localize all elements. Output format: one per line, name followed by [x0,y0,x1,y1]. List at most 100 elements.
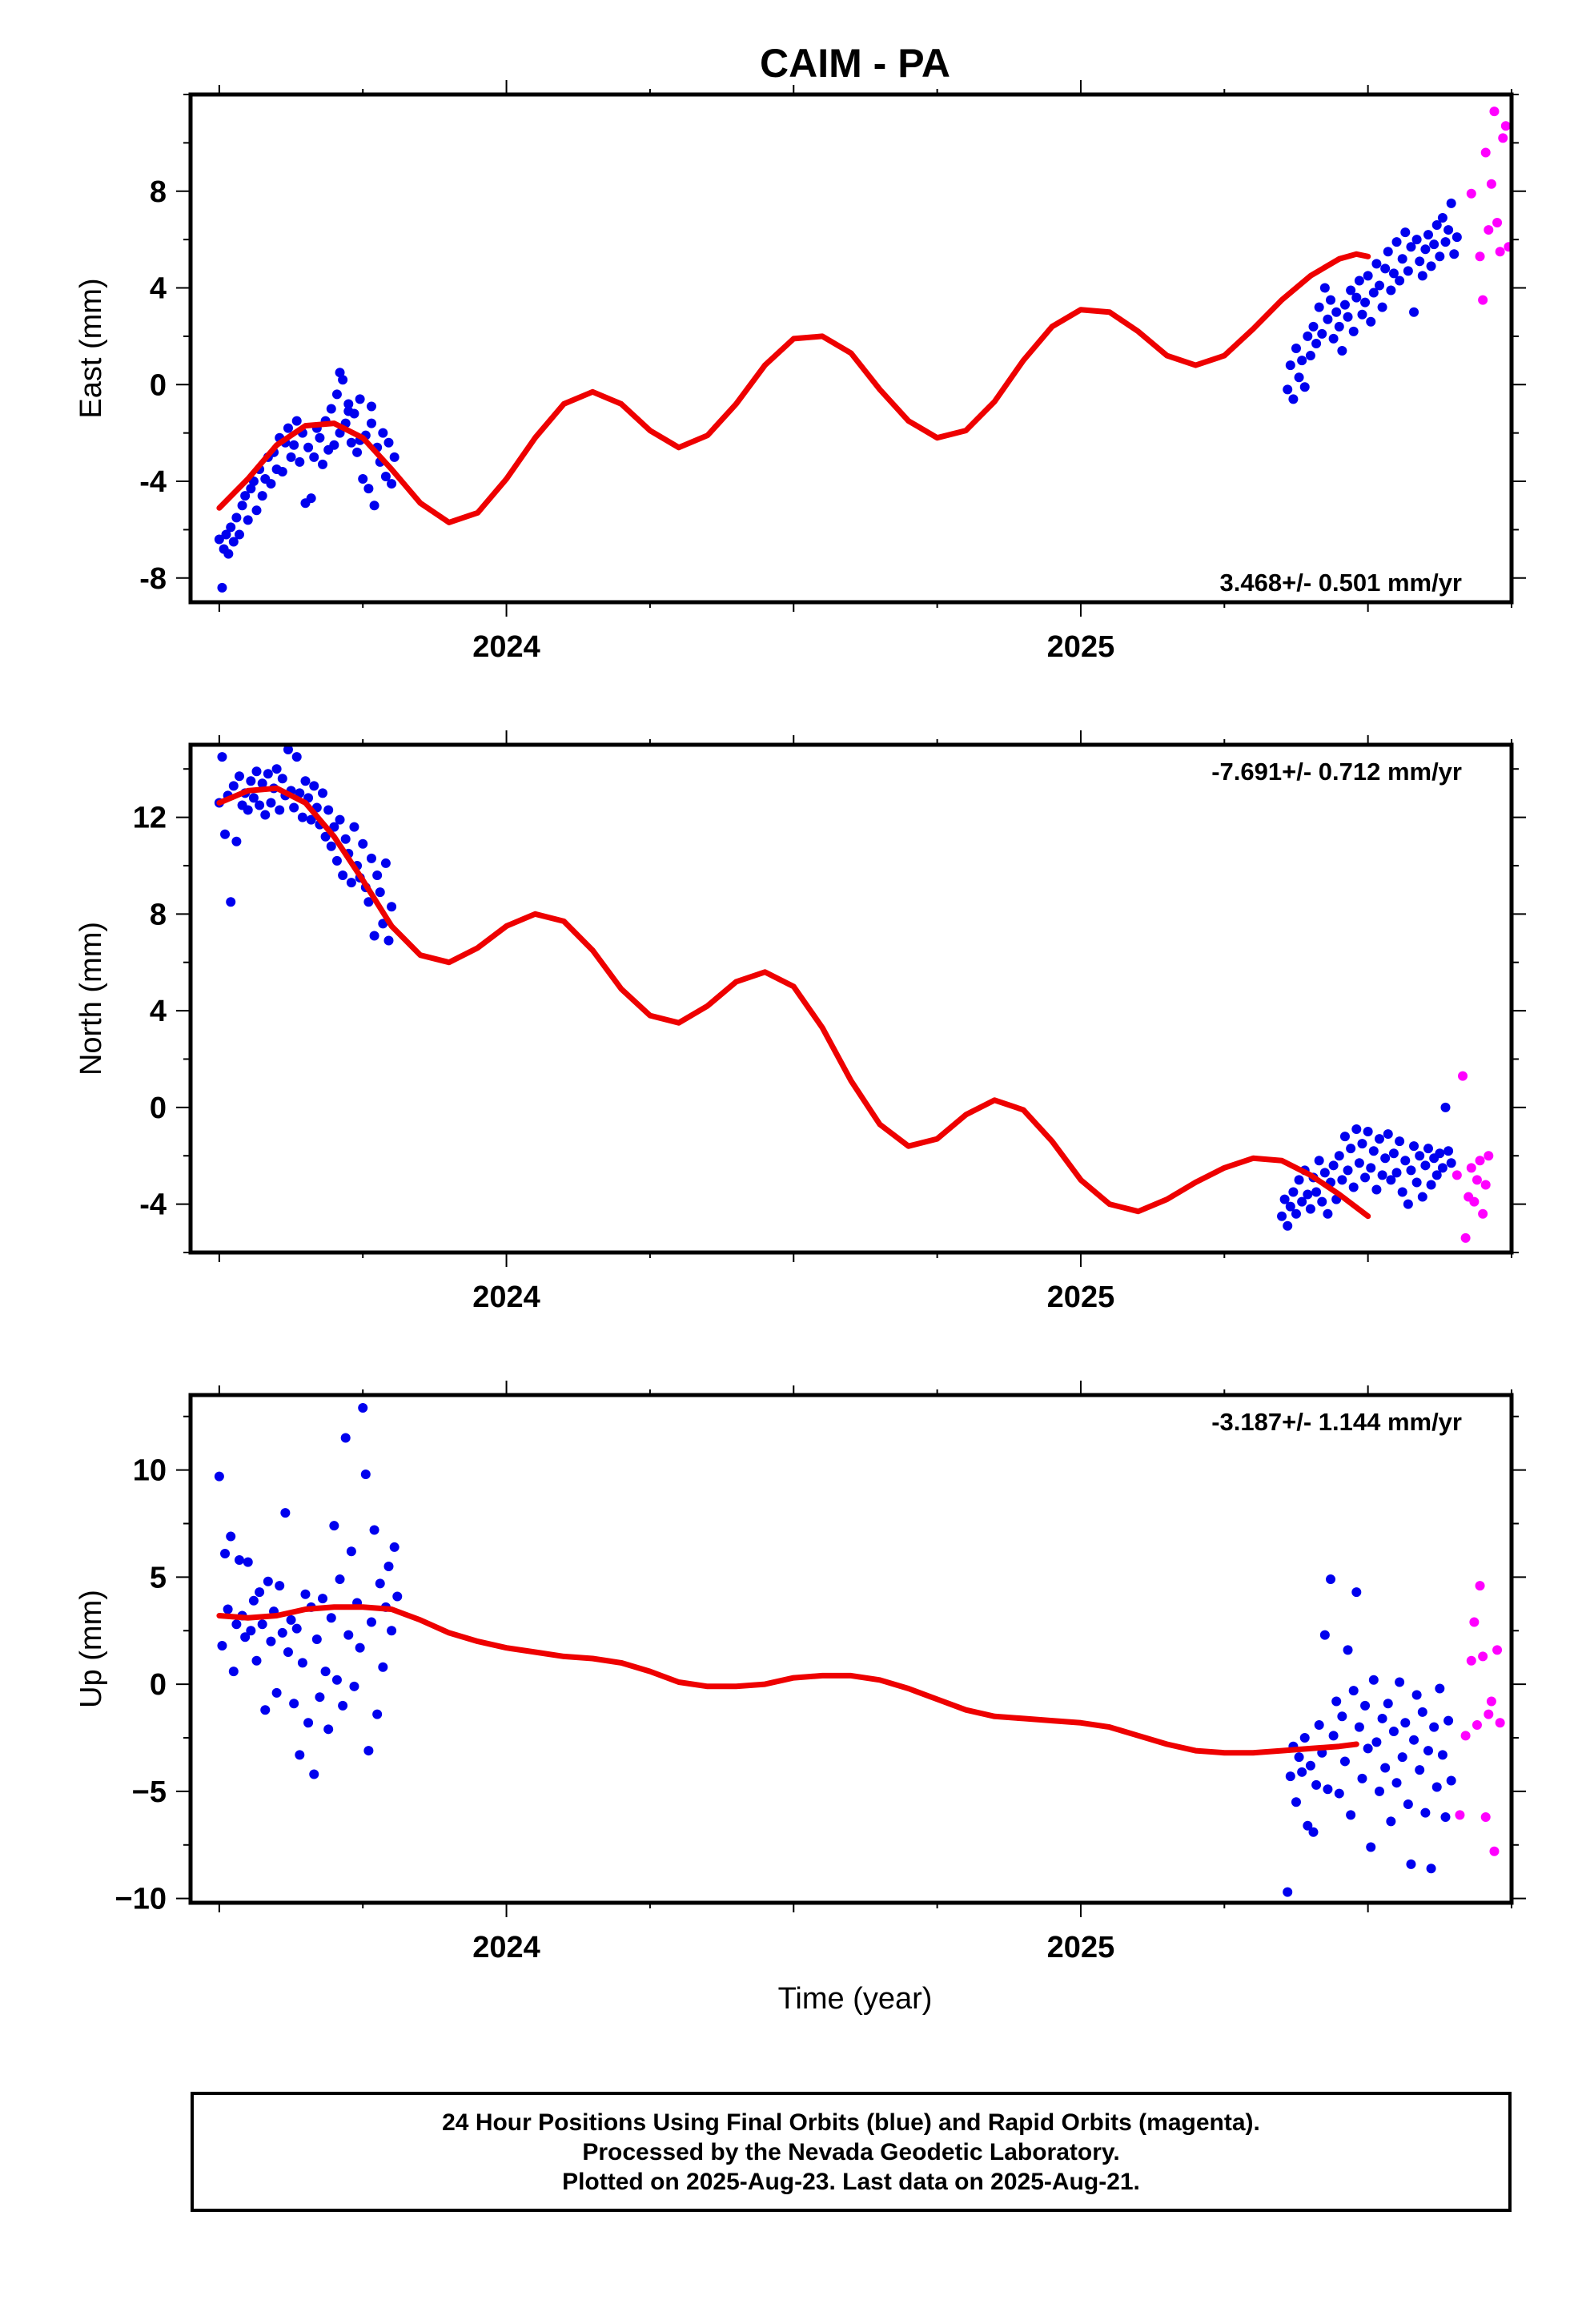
north-final-point [1351,1124,1362,1135]
north-final-point [1391,1168,1402,1178]
north-rapid-point [1460,1232,1471,1243]
north-final-point [1334,1151,1344,1161]
east-rapid-point [1475,251,1485,262]
east-final-point [309,452,319,462]
up-final-point [1299,1733,1310,1743]
up-final-point [363,1746,374,1756]
up-final-point [251,1655,262,1666]
east-final-point [1431,220,1442,231]
north-rapid-point [1458,1071,1468,1081]
up-final-point [231,1619,242,1630]
east-rapid-point [1492,218,1503,228]
up-final-point [311,1634,322,1644]
up-final-point [329,1521,339,1531]
east-final-point [1294,372,1304,383]
up-final-point [289,1699,299,1709]
north-final-point [248,793,259,803]
up-final-point [248,1595,259,1606]
up-final-point [1303,1820,1313,1831]
east-final-point [295,456,305,467]
east-final-point [277,466,287,476]
east-final-point [1380,263,1391,274]
north-final-point [1437,1163,1447,1173]
up-final-point [1426,1864,1436,1874]
up-final-point [1395,1677,1405,1687]
north-final-point [1403,1199,1413,1209]
east-final-point [303,442,314,452]
east-final-point [1351,292,1362,303]
east-x-tick-label: 2024 [472,630,540,664]
north-final-point [271,764,282,774]
east-final-point [335,368,345,378]
north-rapid-point [1478,1208,1488,1219]
north-final-point [338,870,348,881]
up-rapid-point [1484,1709,1494,1719]
north-final-point [335,814,345,825]
north-panel: 2024 2025 -4 0 4 8 12 North (mm) -7.691+/- 0.712… [74,730,1526,1314]
north-final-point [349,822,359,832]
north-final-point [1346,1144,1356,1154]
up-final-point [1314,1719,1324,1730]
east-rate-label: 3.468+/- 0.501 mm/yr [1220,569,1462,597]
north-final-point [323,805,334,815]
up-final-point [1417,1707,1427,1717]
east-final-point [228,537,239,547]
up-model-curve [216,1604,1359,1756]
up-final-point [1411,1690,1422,1700]
east-final-point [243,515,253,525]
up-final-point [1415,1765,1425,1775]
east-final-point [1308,321,1319,332]
up-final-point [1337,1711,1347,1722]
east-rapid-point [1478,295,1488,305]
east-final-point [246,484,256,494]
north-final-point [1400,1156,1411,1166]
up-final-point [1297,1767,1307,1777]
east-final-point [1291,344,1301,353]
north-final-point [1368,1146,1379,1156]
north-final-point [246,776,256,786]
east-final-point [329,440,339,450]
east-rapid-point [1495,247,1505,257]
up-final-point [1446,1775,1456,1786]
north-x-tick-label: 2024 [472,1281,540,1314]
east-final-point [1420,244,1431,255]
north-final-point [1279,1194,1290,1204]
east-final-point [369,501,379,511]
north-final-point [1388,1148,1399,1159]
east-rapid-point [1489,107,1500,117]
north-final-point [234,771,244,782]
east-final-point [1435,251,1445,262]
up-final-point [1391,1778,1402,1788]
north-final-point [318,788,327,798]
east-final-point [1391,237,1402,247]
up-final-point [1354,1722,1364,1732]
up-final-point [223,1604,233,1614]
east-model-curve [216,251,1371,525]
east-final-point [1371,259,1382,269]
up-final-point [1406,1859,1416,1869]
north-final-point [358,838,368,849]
up-final-point [1331,1696,1342,1707]
up-final-point [228,1667,239,1677]
east-final-point [1386,285,1396,296]
east-final-point [363,484,374,494]
north-final-point [291,752,302,762]
east-final-point [1417,271,1427,281]
north-final-point [243,805,253,815]
north-plot-area [214,745,1494,1243]
up-final-point [378,1662,388,1672]
north-final-point [366,853,376,863]
up-final-point [246,1626,256,1636]
up-final-point [1397,1752,1407,1763]
up-final-point [234,1554,244,1565]
east-final-point [1305,351,1315,361]
east-final-point [1348,326,1359,336]
up-final-point [340,1433,351,1443]
east-panel: 2024 2025 -8 -4 0 4 8 East (mm) 3.468+/- 0.501 m… [74,80,1526,664]
north-final-point [1409,1141,1419,1152]
up-final-point [1357,1773,1367,1783]
east-final-point [306,493,316,504]
east-y-tick-label: -4 [139,465,167,499]
east-final-point [1360,297,1371,308]
east-final-point [352,447,363,457]
